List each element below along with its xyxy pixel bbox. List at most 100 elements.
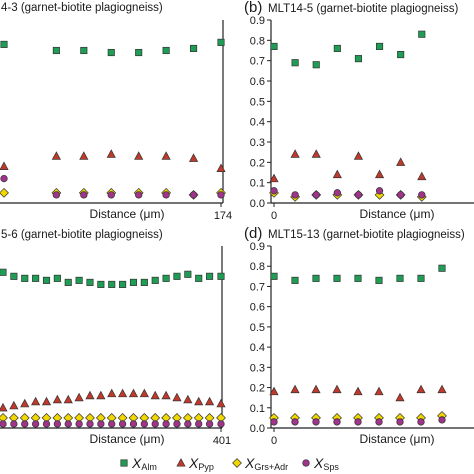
panel-0-alm-point [217, 38, 225, 46]
panel-b-letter: (b) [244, 0, 262, 16]
panel-3-alm-point [417, 274, 425, 282]
panel-1-y-tick-label: 0.5 [250, 96, 265, 108]
panel-0-sps-point [189, 191, 198, 199]
panel-2-pyp-point [183, 394, 193, 404]
panel-2-alm-point [129, 278, 138, 286]
panel-2-alm-point [195, 274, 203, 282]
panel-2-sps-point [140, 420, 148, 428]
panel-2-alm-point [32, 274, 40, 282]
panel-2-pyp-point [107, 388, 117, 398]
panel-2-sps-point [217, 420, 225, 428]
panel-1-alm-point [333, 44, 341, 53]
legend-marker-alm [120, 459, 128, 467]
panel-0-sps-point [107, 191, 115, 199]
panel-0-pyp-point [51, 151, 61, 160]
panel-1-pyp-point [269, 173, 279, 183]
panel-3-sps-point [417, 418, 425, 426]
panel-0-sps-point [162, 191, 170, 199]
panel-a-xlabel: Distance (μm) [90, 207, 165, 221]
panel-0-pyp-point [188, 153, 199, 162]
panel-2-alm-point [75, 276, 83, 284]
panel-1-y-tick-label: 0.0 [250, 198, 265, 210]
panel-3-alm-point [312, 274, 320, 282]
panel-2-pyp-point [0, 402, 8, 412]
panel-1-pyp-point [311, 149, 321, 158]
panel-3-sps-point [291, 418, 299, 426]
panel-1-sps-point [333, 189, 341, 197]
panel-3-y-tick-label: 0.0 [250, 423, 265, 435]
panel-2-sps-point [118, 420, 127, 428]
panel-1-pyp-point [374, 169, 385, 179]
panel-2-alm-point [206, 272, 214, 280]
panel-2-sps-point [64, 420, 72, 428]
panel-2-alm-point [10, 272, 18, 280]
panel-3-pyp-point [416, 384, 426, 394]
panel-d-xlabel: Distance (μm) [360, 432, 435, 446]
panel-0-alm-point [190, 44, 198, 53]
panel-0-sps-point [80, 191, 88, 199]
panel-2-sps-point [151, 420, 159, 428]
panel-3-sps-point [312, 418, 320, 426]
panel-3-y-tick-label: 0.4 [250, 342, 265, 354]
panel-3-alm-point [270, 272, 278, 280]
panel-3-pyp-point [269, 386, 279, 396]
panel-2-sps-point [86, 420, 94, 428]
panel-d-letter: (d) [244, 225, 262, 242]
panel-2-pyp-point [20, 398, 30, 408]
panel-1-y-tick-label: 0.8 [250, 35, 265, 47]
panel-1-sps-point [354, 191, 363, 199]
panel-2-pyp-point [9, 400, 19, 410]
panel-2-sps-point [97, 420, 105, 428]
panel-3-pyp-point [332, 384, 342, 394]
panel-0-grs-point [0, 187, 9, 198]
panel-1-alm-point [312, 61, 320, 69]
legend: XAlm XPyp XGrs+Adr XSps [120, 455, 339, 472]
panel-2-pyp-point [128, 388, 139, 398]
panel-3-pyp-point [395, 392, 405, 402]
panel-b-title: MLT14-5 (garnet-biotite plagiogneiss) [268, 3, 458, 15]
panel-a-title: 4-3 (garnet-biotite plagiogneiss) [1, 2, 163, 14]
panel-a-xtick-label: 174 [214, 210, 232, 222]
legend-marker-sps [302, 459, 310, 467]
panel-2-pyp-point [172, 392, 182, 402]
panel-1-y-tick-label: 0.9 [250, 15, 265, 27]
panel-2-pyp-point [52, 394, 62, 404]
panel-2-pyp-point [31, 396, 41, 406]
panel-2-pyp-point [150, 390, 160, 400]
panel-3-alm-point [354, 274, 362, 282]
panel-b-xtick-label: 0 [271, 210, 277, 222]
panel-2-alm-point [21, 274, 29, 282]
panel-2-pyp-point [204, 396, 215, 406]
panel-0-sps-point [135, 191, 143, 199]
panel-2-sps-point [195, 420, 203, 428]
panel-2-alm-point [140, 278, 148, 286]
panel-3-y-tick-label: 0.1 [250, 403, 265, 415]
panel-0-pyp-point [134, 151, 144, 160]
panel-2-sps-point [162, 420, 170, 428]
panel-2-pyp-point [74, 392, 84, 402]
axes-layer: 0.0 0.1 0.2 0.3 0.4 0.5 0.6 0.7 0.8 0.9 0.0 0.1 0.2 0… [0, 15, 474, 435]
panel-0-pyp-point [161, 151, 171, 160]
panel-1-y-tick-label: 0.2 [250, 157, 265, 169]
panel-2-pyp-point [63, 394, 73, 404]
panel-1-pyp-point [332, 169, 342, 179]
panel-3-alm-point [375, 276, 383, 284]
panel-2-sps-point [42, 420, 51, 428]
legend-label-pyp: XPyp [188, 455, 214, 472]
panel-2-alm-point [173, 272, 181, 280]
panel-3-sps-point [354, 418, 362, 426]
panel-2-alm-point [86, 278, 94, 286]
panel-1-pyp-point [396, 157, 406, 166]
marks-layer [0, 30, 447, 428]
panel-3-y-tick-label: 0.7 [250, 281, 265, 293]
panel-1-y-tick-label: 0.4 [250, 117, 265, 129]
panel-1-alm-point [376, 42, 384, 50]
panel-2-alm-point [151, 276, 159, 284]
panel-2-pyp-point [139, 388, 149, 398]
panel-1-pyp-point [353, 151, 364, 160]
panel-3-sps-point [375, 418, 383, 426]
panel-c-xtick-label: 401 [213, 435, 231, 447]
panel-2-pyp-point [41, 396, 52, 406]
panel-2-alm-point [217, 272, 225, 280]
panel-3-pyp-point [311, 384, 321, 394]
